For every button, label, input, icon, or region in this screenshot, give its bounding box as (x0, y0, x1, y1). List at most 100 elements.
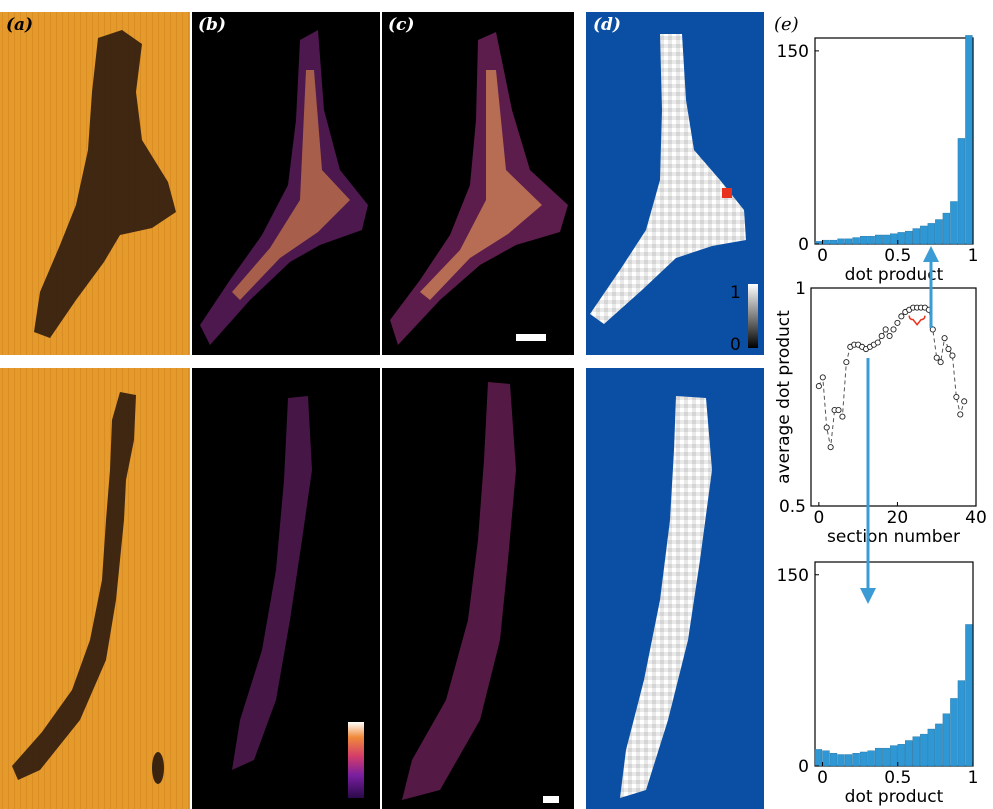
colorbar-b-min: 0 (330, 785, 341, 805)
panel-label-d: (d) (593, 15, 621, 35)
data-point (843, 359, 850, 366)
histogram-bar (897, 744, 905, 767)
data-point (878, 332, 885, 340)
histogram-bar (890, 233, 898, 245)
histogram-bar (822, 239, 830, 245)
data-point (898, 313, 905, 320)
colorbar-d-max: 1 (730, 283, 741, 303)
panel-b: 1 0 (b) (192, 12, 380, 809)
histogram-bar (822, 750, 830, 767)
histogram-bar (920, 733, 928, 767)
histogram-bar (935, 723, 943, 767)
data-point (827, 444, 834, 451)
fiber-core-b-top (232, 70, 350, 300)
histogram-bar (829, 239, 838, 245)
fiber-region-c-top (390, 32, 568, 345)
histogram-bar (905, 740, 913, 767)
arrow-down-head (860, 588, 876, 604)
scale-bar-label-bottom: 0.1 mm (486, 775, 552, 795)
data-point (953, 393, 960, 401)
panel-label-a: (a) (6, 15, 33, 35)
histogram-bar (897, 232, 905, 245)
specimen-bottom (12, 392, 136, 780)
x-tick-label: 20 (887, 508, 909, 528)
colorbar-d (748, 284, 758, 348)
histogram-bar (912, 228, 920, 245)
histogram-bar (927, 728, 935, 767)
data-point (949, 352, 956, 359)
y-tick-label: 150 (777, 42, 809, 62)
fiber-region-b-top (200, 30, 368, 345)
y-tick-label: 0.5 (779, 497, 806, 517)
histogram-bar (905, 230, 913, 245)
x-tick-label: 0.5 (884, 246, 911, 266)
data-point (874, 339, 881, 346)
histogram-bar (965, 35, 973, 245)
histogram-bar (950, 201, 958, 245)
x-tick-label: 0.5 (884, 768, 911, 788)
colorbar-d-min: 0 (730, 335, 741, 355)
dot-map-top-region (590, 34, 746, 324)
y-axis-label: average dot product (774, 310, 794, 484)
panel-label-e: (e) (774, 14, 799, 35)
histogram-bar (957, 680, 966, 767)
histogram-bar (852, 753, 860, 767)
x-axis-label: section number (827, 527, 960, 547)
fiber-region-c-bottom (402, 382, 516, 800)
dot-map-bottom-region (620, 396, 712, 798)
highlighted-section (722, 188, 732, 198)
scale-bar-top (516, 334, 546, 341)
x-tick-label: 0 (817, 768, 828, 788)
data-point (886, 332, 893, 340)
data-point (835, 407, 842, 414)
x-tick-label: 1 (968, 246, 979, 266)
panel-c: 0.1 mm 0.1 mm (c) (382, 12, 574, 809)
scale-bar-bottom (543, 796, 559, 803)
x-tick-label: 0 (813, 508, 824, 528)
histogram-bar (965, 624, 973, 767)
data-point (823, 424, 830, 431)
data-point (941, 335, 948, 342)
histogram-bar (882, 747, 890, 767)
y-tick-label: 150 (777, 566, 809, 586)
histogram-bar (874, 234, 883, 245)
fiber-region-b-bottom (232, 396, 312, 770)
data-point (929, 326, 936, 333)
x-tick-label: 40 (965, 508, 987, 528)
data-point (945, 345, 952, 353)
histogram-bar (852, 237, 860, 245)
x-axis-label: dot product (845, 265, 944, 285)
histogram-bar (882, 234, 890, 245)
histogram-bar (957, 138, 966, 245)
histogram-bar (844, 238, 853, 245)
section-line-plot: 0 20 40 0.5 1 section number average dot produ… (774, 279, 987, 547)
data-point (815, 383, 822, 390)
histogram-bar (867, 236, 875, 245)
data-point (933, 354, 940, 361)
data-point (890, 326, 897, 333)
colorbar-b-max: 1 (330, 723, 341, 743)
highlight-brace (908, 315, 926, 326)
histogram-bar (874, 747, 883, 767)
data-point (882, 326, 889, 333)
histogram-bar (950, 698, 958, 767)
colorbar-b (348, 722, 364, 798)
histogram-bar (942, 212, 951, 245)
histogram-bar (935, 219, 943, 245)
panel-a: (a) (0, 12, 190, 809)
y-tick-label: 0 (798, 235, 809, 255)
x-tick-label: 0 (817, 246, 828, 266)
fiber-core-c-top (420, 70, 542, 300)
histogram-bar (859, 236, 868, 245)
specimen-fragment (152, 752, 164, 784)
y-tick-label: 1 (795, 279, 806, 299)
histogram-bar (844, 754, 853, 767)
data-point (894, 319, 901, 326)
data-point (937, 359, 944, 366)
plot-frame (810, 287, 977, 507)
histogram-bar (859, 751, 868, 767)
panel-label-b: (b) (198, 15, 226, 35)
panel-label-c: (c) (388, 15, 414, 35)
